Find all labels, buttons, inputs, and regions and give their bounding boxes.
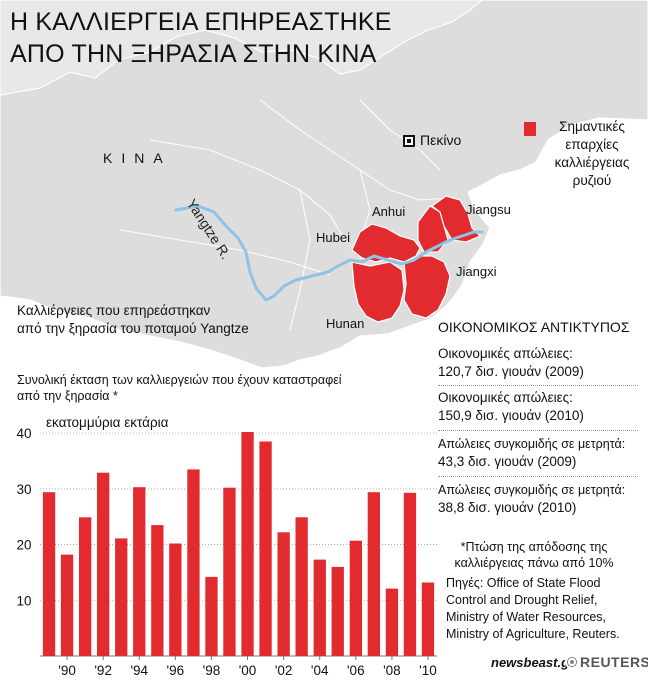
province-label-jiangxi: Jiangxi xyxy=(456,264,497,279)
highlighted-provinces xyxy=(351,195,482,323)
impact-item: Οικονομικές απώλειες: 150,9 δισ. γιουάν … xyxy=(438,389,584,425)
subtitle-line-1: Καλλιέργειες που επηρεάστηκαν xyxy=(17,303,211,318)
bar-1989 xyxy=(42,492,56,656)
chart-header-line-1: Συνολική έκταση των καλλιεργειών που έχο… xyxy=(17,373,342,387)
impact-value: 38,8 δισ. γιουάν (2010) xyxy=(438,500,577,515)
bar-2007 xyxy=(367,492,380,656)
province-borders xyxy=(119,99,451,331)
bar-2010 xyxy=(421,582,435,656)
bar-2002 xyxy=(277,532,290,656)
impact-item: Απώλειες συγκομιδής σε μετρητά: 43,3 δισ… xyxy=(438,435,625,471)
bar-2005 xyxy=(331,566,344,656)
bar-1999 xyxy=(223,487,236,656)
bar-2003 xyxy=(295,517,308,656)
bar-2006 xyxy=(349,540,362,656)
bar-1994 xyxy=(133,487,146,656)
impact-label: Οικονομικές απώλειες: xyxy=(438,390,573,405)
bar-1993 xyxy=(115,538,128,656)
northern-neighbors xyxy=(0,0,483,96)
legend-label: Σημαντικές επαρχίες καλλιέργειας ρυζιού xyxy=(554,119,630,188)
divider xyxy=(438,430,638,431)
y-tick-label: 30 xyxy=(16,482,31,497)
bar-2009 xyxy=(403,492,417,656)
reuters-logo: REUTERS xyxy=(580,654,648,670)
province-hunan xyxy=(351,261,405,323)
reuters-logo-icon xyxy=(565,655,579,669)
capital-marker-icon xyxy=(403,135,415,147)
yangtze-river xyxy=(174,204,484,302)
x-tick-label: '00 xyxy=(239,663,257,678)
x-tick-label: '02 xyxy=(275,663,293,678)
province-label-jiangsu: Jiangsu xyxy=(466,202,511,217)
bar-2008 xyxy=(385,588,399,656)
bar-2004 xyxy=(313,559,326,656)
subtitle-line-2: από την ξηρασία του ποταμού Yangtze xyxy=(17,321,249,336)
bar-1997 xyxy=(187,469,200,656)
chart-y-ticks: 10 20 30 40 xyxy=(16,426,31,608)
bar-2001 xyxy=(259,441,272,656)
chart-header-line-2: από την ξηρασία * xyxy=(17,389,118,403)
newsbeast-logo: newsbeast.gr xyxy=(491,655,575,670)
source-line: Control and Drought Relief, xyxy=(446,593,598,607)
bar-1996 xyxy=(169,543,182,656)
bar-1992 xyxy=(97,472,110,656)
y-tick-label: 20 xyxy=(16,538,31,553)
impact-label: Απώλειες συγκομιδής σε μετρητά: xyxy=(438,437,626,451)
impact-value: 120,7 δισ. γιουάν (2009) xyxy=(438,364,584,379)
x-tick-label: '10 xyxy=(419,663,437,678)
chart-x-ticks: '90 '92 '94 '96 '98 '00 '02 '04 '06 '08 '10 xyxy=(58,656,437,678)
legend-swatch xyxy=(524,122,536,136)
impact-item: Απώλειες συγκομιδής σε μετρητά: 38,8 δισ… xyxy=(438,481,625,517)
title-line-1: Η ΚΑΛΛΙΕΡΓΕΙΑ ΕΠΗΡΕΑΣΤΗΚΕ xyxy=(10,8,392,36)
province-label-anhui: Anhui xyxy=(372,204,406,219)
x-tick-label: '04 xyxy=(311,663,329,678)
country-label: ΚΙΝΑ xyxy=(103,150,172,166)
source-line: Πηγές: Office of State Flood xyxy=(446,576,601,590)
province-jiangxi xyxy=(403,255,451,319)
impact-value: 43,3 δισ. γιουάν (2009) xyxy=(438,454,577,469)
bar-1998 xyxy=(205,576,218,656)
footnote: *Πτώση της απόδοσης της καλλιέργειας πάν… xyxy=(454,540,614,570)
source-line: Ministry of Water Resources, xyxy=(446,610,606,624)
x-tick-label: '94 xyxy=(130,663,148,678)
bar-1995 xyxy=(151,525,164,656)
sources: Πηγές: Office of State Flood Control and… xyxy=(446,575,620,643)
province-jiangsu xyxy=(430,195,482,243)
chart-bars xyxy=(42,432,435,656)
y-tick-label: 10 xyxy=(16,593,31,608)
impact-item: Οικονομικές απώλειες: 120,7 δισ. γιουάν … xyxy=(438,345,584,381)
province-label-hubei: Hubei xyxy=(316,230,350,245)
title-line-2: ΑΠΟ ΤΗΝ ΞΗΡΑΣΙΑ ΣΤΗΝ ΚΙΝΑ xyxy=(10,40,377,68)
subtitle: Καλλιέργειες που επηρεάστηκαν από την ξη… xyxy=(17,302,249,338)
province-label-hunan: Hunan xyxy=(326,316,365,331)
china-map xyxy=(0,0,648,369)
x-tick-label: '96 xyxy=(167,663,185,678)
province-hubei xyxy=(351,223,421,263)
capital-label: Πεκίνο xyxy=(420,132,462,148)
source-line: Ministry of Agriculture, Reuters. xyxy=(446,627,620,641)
x-tick-label: '08 xyxy=(383,663,401,678)
x-tick-label: '90 xyxy=(58,663,76,678)
x-tick-label: '92 xyxy=(94,663,112,678)
impact-value: 150,9 δισ. γιουάν (2010) xyxy=(438,408,584,423)
impact-label: Απώλειες συγκομιδής σε μετρητά: xyxy=(438,483,626,497)
chart-header: Συνολική έκταση των καλλιεργειών που έχο… xyxy=(17,372,342,404)
x-tick-label: '06 xyxy=(347,663,365,678)
chart-unit-label: εκατομμύρια εκτάρια xyxy=(46,415,169,430)
impact-label: Οικονομικές απώλειες: xyxy=(438,346,573,361)
divider xyxy=(438,385,638,386)
bar-1990 xyxy=(60,554,74,656)
bar-2000 xyxy=(241,432,254,656)
bar-1991 xyxy=(79,517,92,656)
divider xyxy=(438,476,638,477)
y-tick-label: 40 xyxy=(16,426,31,441)
x-tick-label: '98 xyxy=(203,663,221,678)
impact-title: ΟΙΚΟΝΟΜΙΚΟΣ ΑΝΤΙΚΤΥΠΟΣ xyxy=(438,319,630,335)
